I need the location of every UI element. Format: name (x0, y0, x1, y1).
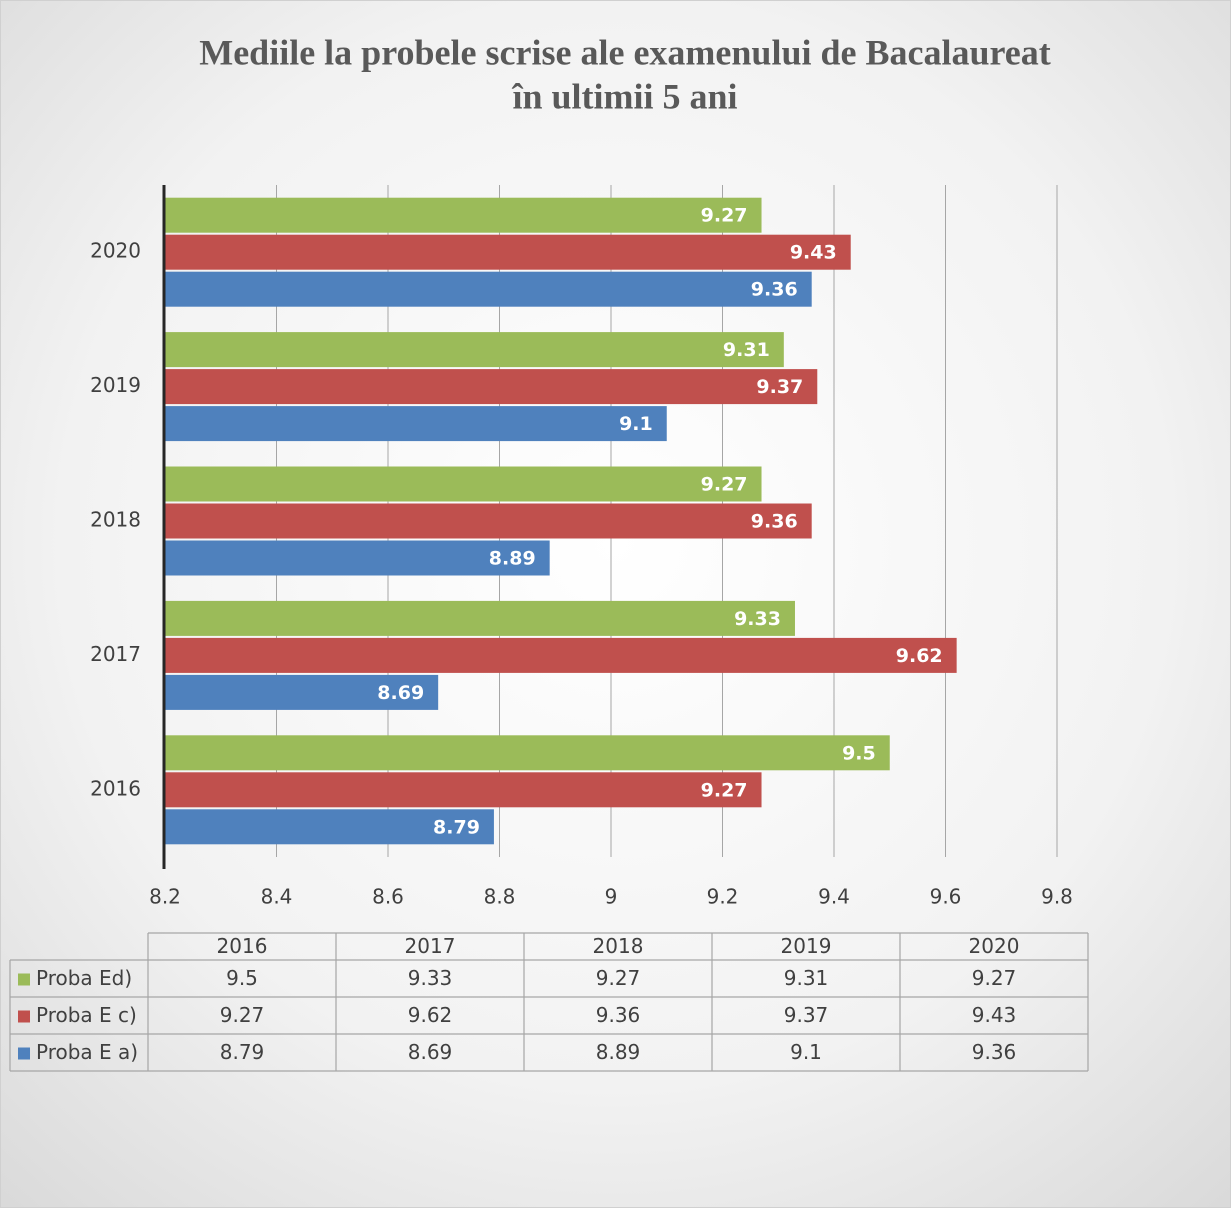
table-cell: 9.31 (784, 966, 829, 990)
bar (165, 466, 762, 502)
legend-label: Proba E a) (36, 1040, 138, 1064)
x-tick-label: 9.2 (707, 885, 739, 909)
data-label: 8.69 (377, 682, 424, 704)
legend-label: Proba Ed) (36, 966, 132, 990)
bar (165, 809, 494, 845)
data-label: 9.27 (701, 779, 748, 801)
bar (165, 406, 667, 442)
data-label: 9.36 (751, 279, 798, 301)
x-tick-label: 9.8 (1041, 885, 1073, 909)
bar (165, 332, 784, 368)
x-tick-label: 8.8 (484, 885, 516, 909)
bar (165, 271, 812, 307)
data-label: 9.33 (734, 608, 781, 630)
data-label: 8.89 (489, 548, 536, 570)
table-cell: 9.5 (226, 966, 258, 990)
table-header: 2020 (969, 934, 1020, 958)
y-tick-label: 2019 (90, 373, 141, 397)
table-header: 2018 (593, 934, 644, 958)
bar (165, 197, 762, 233)
x-tick-label: 9 (605, 885, 618, 909)
chart-title: Mediile la probele scrise ale examenului… (199, 32, 1051, 72)
table-cell: 9.36 (596, 1003, 641, 1027)
y-tick-label: 2018 (90, 508, 141, 532)
data-label: 8.79 (433, 816, 480, 838)
data-label: 9.5 (842, 742, 876, 764)
table-cell: 9.33 (408, 966, 453, 990)
bar (165, 600, 795, 636)
bar (165, 234, 851, 270)
bar (165, 369, 818, 405)
legend-swatch (18, 973, 30, 986)
data-label: 9.27 (701, 474, 748, 496)
legend-swatch (18, 1047, 30, 1060)
table-cell: 9.27 (220, 1003, 265, 1027)
table-cell: 8.69 (408, 1040, 453, 1064)
legend-swatch (18, 1010, 30, 1023)
bar (165, 540, 550, 576)
x-tick-label: 9.6 (930, 885, 962, 909)
legend-label: Proba E c) (36, 1003, 137, 1027)
data-label: 9.37 (756, 376, 803, 398)
table-header: 2017 (405, 934, 456, 958)
x-tick-label: 9.4 (818, 885, 850, 909)
bar (165, 637, 957, 673)
data-label: 9.43 (790, 242, 837, 264)
table-cell: 9.27 (972, 966, 1017, 990)
bar (165, 772, 762, 808)
table-cell: 9.36 (972, 1040, 1017, 1064)
table-cell: 9.1 (790, 1040, 822, 1064)
table-cell: 9.43 (972, 1003, 1017, 1027)
chart-title: în ultimii 5 ani (511, 76, 737, 116)
table-header: 2016 (217, 934, 268, 958)
table-cell: 9.27 (596, 966, 641, 990)
y-tick-label: 2017 (90, 642, 141, 666)
data-label: 9.62 (896, 645, 943, 667)
x-tick-label: 8.4 (261, 885, 293, 909)
data-label: 9.1 (619, 413, 653, 435)
y-tick-label: 2020 (90, 239, 141, 263)
x-tick-label: 8.2 (149, 885, 181, 909)
table-cell: 8.89 (596, 1040, 641, 1064)
x-tick-label: 8.6 (372, 885, 404, 909)
table-cell: 8.79 (220, 1040, 265, 1064)
data-label: 9.27 (701, 205, 748, 227)
table-header: 2019 (781, 934, 832, 958)
data-label: 9.31 (723, 339, 770, 361)
bar (165, 503, 812, 539)
data-label: 9.36 (751, 511, 798, 533)
y-tick-label: 2016 (90, 776, 141, 800)
bar (165, 674, 439, 710)
table-cell: 9.37 (784, 1003, 829, 1027)
bar (165, 735, 890, 771)
table-cell: 9.62 (408, 1003, 453, 1027)
